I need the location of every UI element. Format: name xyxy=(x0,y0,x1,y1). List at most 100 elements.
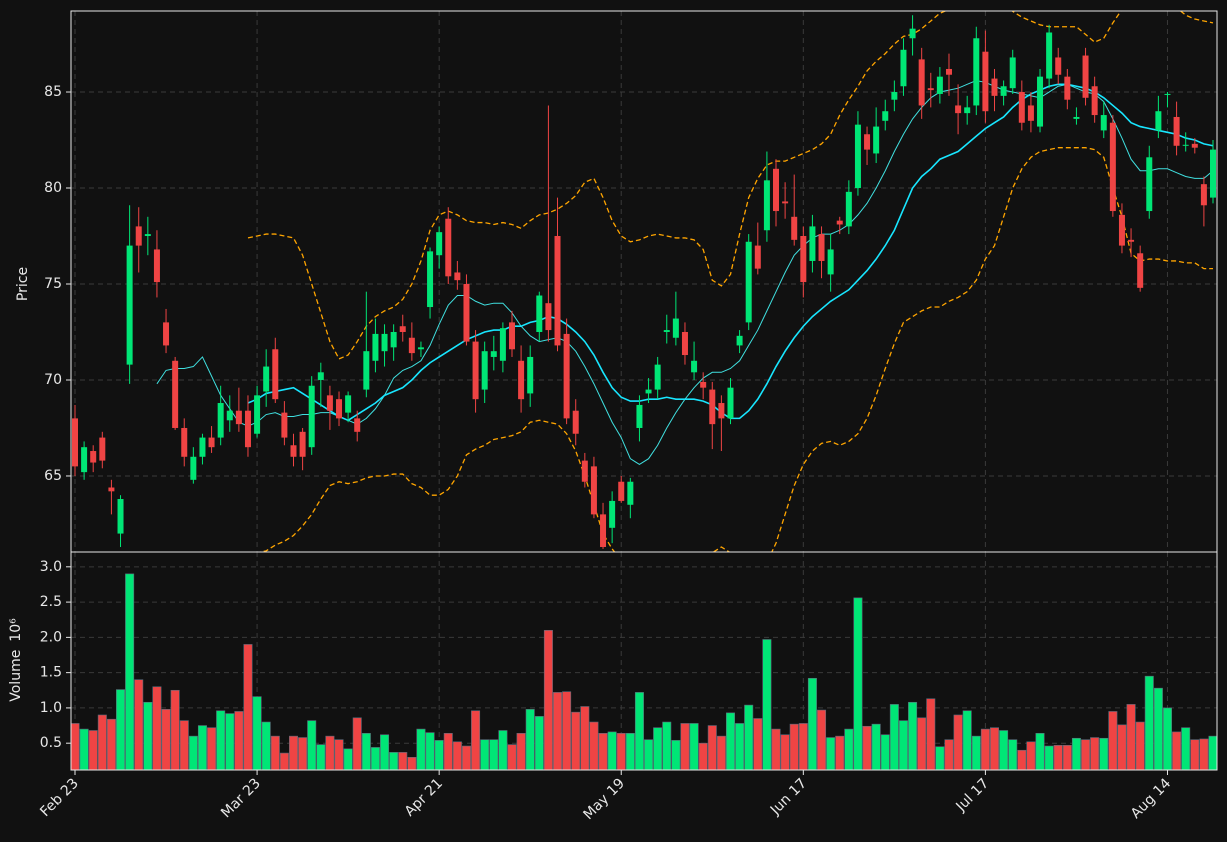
volume-bar xyxy=(443,733,453,770)
frame xyxy=(70,10,1218,771)
candle-body xyxy=(754,245,761,269)
volume-bar xyxy=(461,745,471,770)
candle-body xyxy=(208,437,215,448)
volume-bar xyxy=(334,739,344,770)
candle-body xyxy=(481,351,488,390)
y-tick-label: 75 xyxy=(44,276,62,292)
candle-body xyxy=(572,410,579,434)
candle-body xyxy=(845,191,852,227)
volume-bar xyxy=(79,728,89,770)
candle-body xyxy=(290,445,297,457)
volume-bar xyxy=(644,739,654,770)
candle-body xyxy=(727,387,734,419)
candle-body xyxy=(108,487,115,492)
candle-body xyxy=(900,49,907,87)
volume-bar xyxy=(889,704,899,770)
candle-body xyxy=(663,330,670,332)
volume-bar xyxy=(471,710,481,770)
volume-bar xyxy=(716,735,726,770)
volume-bar xyxy=(489,739,499,770)
candle-body xyxy=(818,234,825,261)
volume-bar xyxy=(1099,737,1109,770)
volume-bar xyxy=(1181,727,1191,770)
volume-bar xyxy=(798,723,808,770)
candle-body xyxy=(81,447,88,473)
y-tick-label: 85 xyxy=(44,84,62,100)
volume-bar xyxy=(134,679,144,770)
candle-body xyxy=(1082,55,1089,98)
volume-bar xyxy=(789,723,799,770)
candle-body xyxy=(590,466,597,515)
volume-bar xyxy=(416,728,426,770)
volume-bar xyxy=(1162,707,1172,770)
volume-bar xyxy=(316,744,326,770)
volume-bar xyxy=(525,709,535,770)
volume-bar xyxy=(689,723,699,770)
candle-body xyxy=(508,322,515,350)
candle-body xyxy=(126,245,133,365)
candle-body xyxy=(1100,115,1107,131)
candle-body xyxy=(317,372,324,380)
candle-body xyxy=(417,347,424,350)
candle-body xyxy=(973,38,980,106)
candle-body xyxy=(244,410,251,448)
volume-bar xyxy=(106,718,116,770)
volume-bar xyxy=(507,744,517,770)
volume-bar xyxy=(279,752,289,770)
candle-body xyxy=(190,456,197,480)
candle-body xyxy=(700,381,707,388)
volume-bar xyxy=(534,716,544,770)
candle-body xyxy=(718,403,725,419)
volume-bar xyxy=(307,720,317,770)
volume-bar xyxy=(270,735,280,770)
candle-body xyxy=(809,226,816,261)
volume-bar xyxy=(434,740,444,770)
candle-body xyxy=(545,303,552,331)
volume-bar xyxy=(425,732,435,770)
volume-bar xyxy=(880,734,890,770)
candle-body xyxy=(336,399,343,419)
volume-bar xyxy=(653,727,663,770)
candle-body xyxy=(627,481,634,505)
candle-body xyxy=(773,168,780,212)
candle-body xyxy=(1146,157,1153,212)
volume-bar xyxy=(680,723,690,770)
candle-body xyxy=(436,232,443,256)
candle-body xyxy=(955,105,962,114)
candle-body xyxy=(609,500,616,528)
candle-body xyxy=(1073,116,1080,119)
candle-body xyxy=(326,395,333,411)
candle-body xyxy=(172,360,179,428)
volume-bar xyxy=(980,728,990,770)
candle-body xyxy=(891,92,898,100)
y-tick-label: 0.5 xyxy=(40,735,62,751)
candle-body xyxy=(235,410,242,425)
volume-bar xyxy=(234,711,244,770)
candle-body xyxy=(1137,253,1144,288)
volume-bar xyxy=(625,733,635,770)
volume-bar xyxy=(325,735,335,770)
candle-body xyxy=(873,126,880,154)
volume-bar xyxy=(725,712,735,770)
volume-bar xyxy=(698,742,708,770)
candle-body xyxy=(135,226,142,246)
volume-bar xyxy=(853,597,863,770)
candle-body xyxy=(263,366,270,392)
candle-body xyxy=(518,360,525,400)
volume-bar xyxy=(862,725,872,770)
volume-bar xyxy=(207,727,217,770)
candle-body xyxy=(381,333,388,352)
volume-scale: 10⁶ xyxy=(8,618,24,642)
volume-bar xyxy=(935,746,945,770)
candle-body xyxy=(745,241,752,323)
volume-bar xyxy=(908,701,918,770)
candle-body xyxy=(345,395,352,413)
volume-bar xyxy=(607,731,617,770)
volume-bar xyxy=(1044,745,1054,770)
volume-bar xyxy=(380,734,390,770)
candle-body xyxy=(1109,122,1116,212)
candle-body xyxy=(72,418,78,467)
candle-body xyxy=(1155,111,1162,131)
volume-bar xyxy=(1199,738,1209,770)
volume-bar xyxy=(817,709,827,770)
